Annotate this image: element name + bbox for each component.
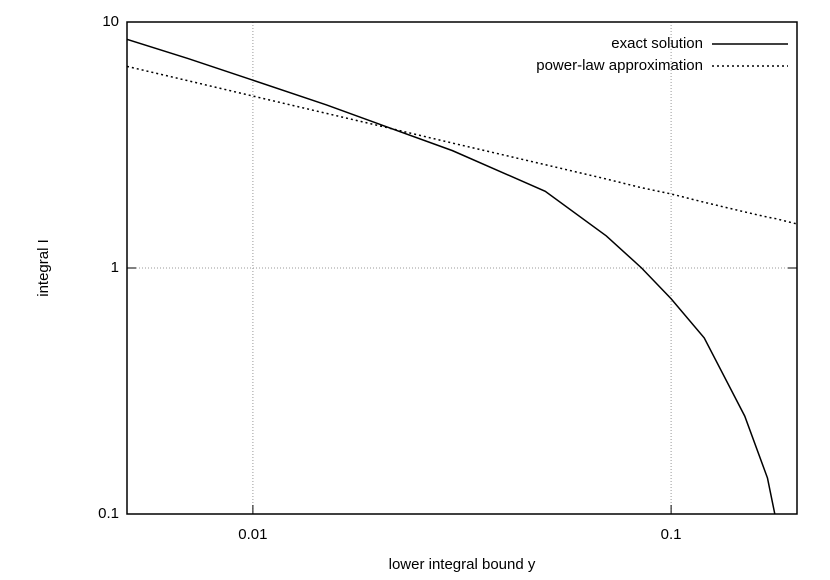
x-tick-label: 0.01 <box>238 526 267 543</box>
y-tick-label: 10 <box>102 13 119 30</box>
y-tick-label: 1 <box>111 259 119 276</box>
y-axis-label: integral I <box>35 239 52 297</box>
series-line <box>127 65 797 225</box>
series-line <box>127 38 776 514</box>
legend-label: exact solution <box>611 35 703 52</box>
plot-frame <box>126 21 798 515</box>
y-tick-label: 0.1 <box>98 505 119 522</box>
x-axis-label: lower integral bound y <box>389 556 536 573</box>
x-tick-label: 0.1 <box>661 526 682 543</box>
legend-label: power-law approximation <box>536 57 703 74</box>
